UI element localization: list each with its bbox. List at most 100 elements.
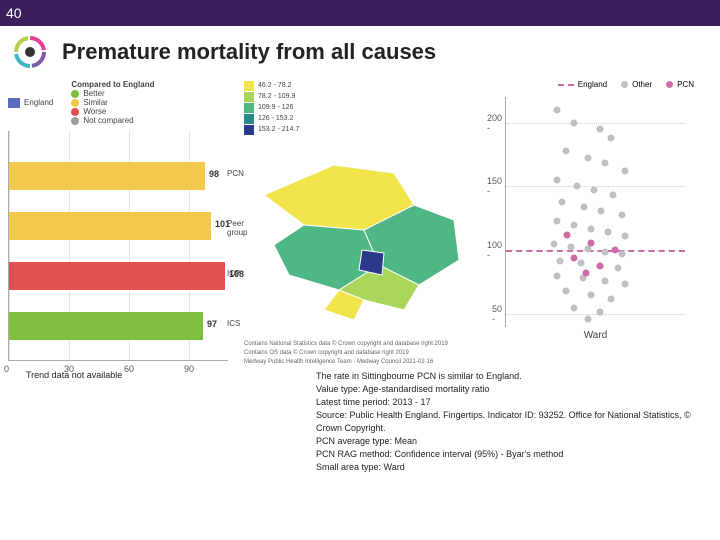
scatter-xlabel: Ward [506,330,685,341]
reference-line [506,250,685,252]
scatter-point-other [581,203,588,210]
map-legend-label: 78.2 - 109.9 [258,91,295,102]
scatter-point-other [591,187,598,194]
bar [9,212,211,240]
footer-right: The rate in Sittingbourne PCN is similar… [316,370,700,474]
scatter-point-other [571,119,578,126]
ytick-label: 150 - [487,176,506,196]
scatter-legend: EnglandOtherPCN [490,80,700,89]
bar-row: 108ICP [9,261,225,291]
bar [9,162,205,190]
scatter-legend-item: PCN [666,80,694,89]
legend-dot [71,117,79,125]
scatter-point-other [618,211,625,218]
legend-compared-item: Better [71,89,154,98]
map-panel: 46.2 - 78.278.2 - 109.9109.9 - 126126 - … [244,80,484,360]
scatter-point-pcn [611,247,618,254]
scatter-point-other [562,288,569,295]
scatter-point-other [601,160,608,167]
header: Premature mortality from all causes [0,26,720,74]
map-footer-line: Contains OS data © Crown copyright and d… [244,349,484,358]
map-legend: 46.2 - 78.278.2 - 109.9109.9 - 126126 - … [244,80,484,135]
scatter-point-other [554,217,561,224]
footer-line: The rate in Sittingbourne PCN is similar… [316,370,700,383]
scatter-point-other [615,265,622,272]
bar-row: 101Peer group [9,211,211,241]
scatter-point-pcn [588,239,595,246]
bar-row: 97ICS [9,311,203,341]
scatter-point-pcn [596,262,603,269]
footer-line: PCN average type: Mean [316,435,700,448]
footer: Trend data not available The rate in Sit… [0,360,720,474]
map-legend-swatch [244,81,254,91]
scatter-point-other [622,233,629,240]
xtick-label: 30 [64,364,74,374]
legend-dot [666,81,673,88]
scatter-point-other [596,125,603,132]
scatter-point-other [601,278,608,285]
xtick-label: 0 [4,364,9,374]
bar-value-label: 98 [209,169,219,179]
legend-item-label: Not compared [83,116,133,125]
footer-line: PCN RAG method: Confidence interval (95%… [316,448,700,461]
scatter-chart: Ward 50 -100 -150 -200 - [505,97,685,327]
scatter-point-other [554,106,561,113]
map-legend-swatch [244,103,254,113]
legend-item-label: Similar [83,98,107,107]
logo-icon [10,32,50,72]
scatter-point-pcn [564,232,571,239]
scatter-point-other [622,280,629,287]
ytick-label: 200 - [487,113,506,133]
page-number-bar: 40 [0,0,720,26]
map-footer: Contains National Statistics data © Crow… [244,340,484,367]
legend-compared-label: Compared to England [71,80,154,89]
scatter-point-other [622,168,629,175]
legend-dot [71,99,79,107]
legend-compared-item: Similar [71,98,154,107]
choropleth-map [244,135,484,335]
bar-chart: 030609098PCN101Peer group108ICP97ICS [8,131,228,361]
scatter-point-other [557,257,564,264]
legend-item-label: Worse [83,107,106,116]
footer-left: Trend data not available [26,370,286,474]
scatter-point-other [608,295,615,302]
ytick-label: 100 - [487,240,506,260]
ytick-label: 50 - [492,304,506,324]
map-legend-item: 78.2 - 109.9 [244,91,484,102]
footer-line: Value type: Age-standardised mortality r… [316,383,700,396]
scatter-point-other [562,147,569,154]
scatter-point-other [554,272,561,279]
scatter-point-other [567,243,574,250]
bar-value-label: 97 [207,319,217,329]
scatter-point-other [574,183,581,190]
map-legend-item: 109.9 - 126 [244,102,484,113]
bar-chart-panel: England Compared to England BetterSimila… [8,80,238,360]
scatter-point-other [601,248,608,255]
legend-england-swatch [8,98,20,108]
scatter-point-other [618,251,625,258]
scatter-point-other [598,207,605,214]
scatter-point-other [610,192,617,199]
map-legend-swatch [244,92,254,102]
map-legend-item: 153.2 - 214.7 [244,124,484,135]
legend-england-label: England [24,98,53,107]
legend-item-label: Better [83,89,104,98]
map-footer-line: Medway Public Health Intelligence Team ·… [244,358,484,367]
map-legend-swatch [244,114,254,124]
map-legend-swatch [244,125,254,135]
scatter-point-other [550,240,557,247]
footer-line: Latest time period: 2013 - 17 [316,396,700,409]
page-number: 40 [6,5,22,21]
footer-line: Small area type: Ward [316,461,700,474]
scatter-point-other [584,316,591,323]
legend-england: England [8,80,53,125]
map-legend-item: 126 - 153.2 [244,113,484,124]
scatter-point-pcn [582,270,589,277]
legend-dot [71,108,79,116]
legend-compared: Compared to England BetterSimilarWorseNo… [71,80,154,125]
scatter-point-other [584,246,591,253]
scatter-point-other [596,308,603,315]
scatter-point-other [588,292,595,299]
scatter-point-other [588,225,595,232]
scatter-legend-item: Other [621,80,652,89]
